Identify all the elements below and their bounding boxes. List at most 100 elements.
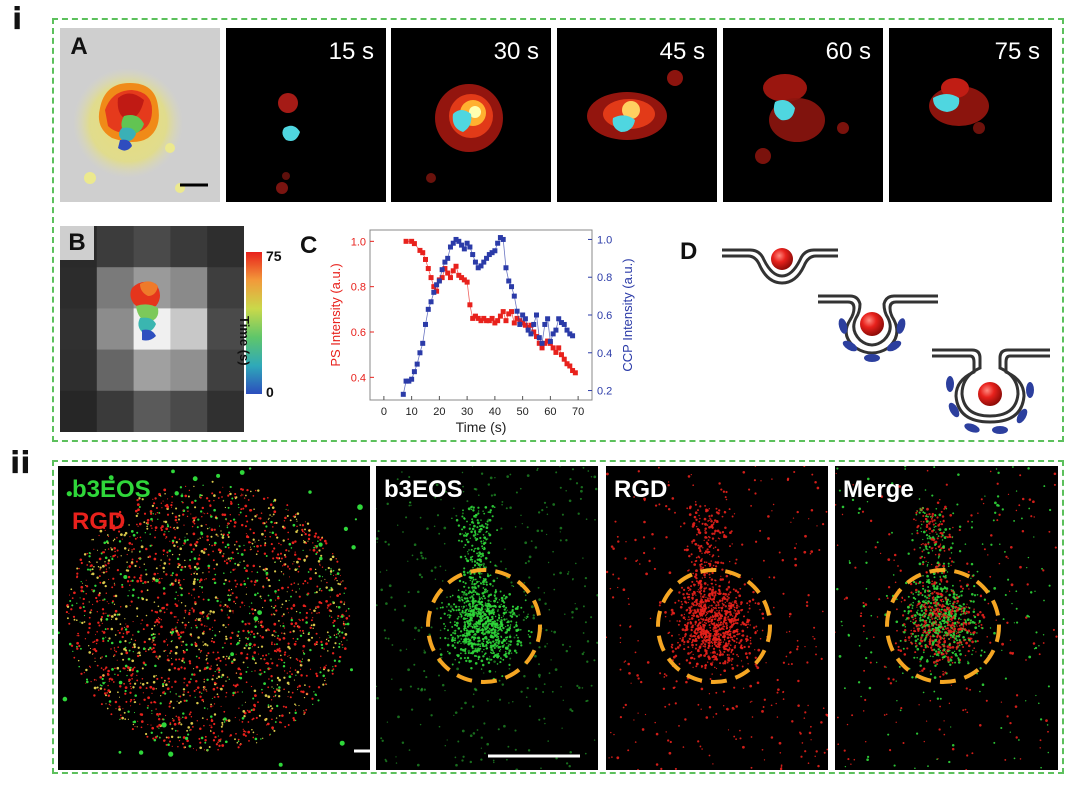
data-point [442, 259, 448, 265]
panel-a-letter: A [60, 28, 98, 66]
timelapse-frame-1: 15 s [226, 28, 386, 202]
data-point [417, 350, 423, 356]
panel-label: b3EOS [384, 476, 463, 503]
timelapse-image [929, 78, 989, 134]
timelapse-image [426, 84, 503, 183]
y-axis-label: PS Intensity (a.u.) [328, 263, 343, 366]
rgd-scatter-image [605, 465, 830, 771]
data-point [464, 279, 470, 285]
series-line [402, 236, 573, 395]
data-point [447, 275, 453, 281]
data-point [536, 335, 542, 341]
data-point [520, 320, 526, 326]
rgd-panel: RGD [605, 465, 830, 771]
chart-frame [369, 229, 593, 401]
heatmap-cell [207, 349, 245, 392]
timelapse-image [755, 74, 849, 164]
section-ii-label: ii [10, 446, 31, 481]
data-point [517, 318, 523, 324]
data-point [428, 275, 434, 281]
heatmap-cell [96, 267, 135, 309]
data-point [564, 361, 570, 367]
data-point [525, 327, 531, 333]
time-label: 45 s [659, 38, 705, 65]
data-point [561, 356, 567, 362]
data-point [423, 321, 428, 327]
data-point [475, 265, 481, 271]
panel-a-overview-image [73, 68, 208, 193]
data-point [461, 246, 467, 252]
data-point [564, 327, 570, 333]
data-point [561, 321, 567, 327]
data-point [536, 340, 542, 346]
data-point [497, 235, 503, 241]
heatmap-cell [170, 390, 208, 433]
data-point [414, 361, 420, 367]
data-point [495, 318, 501, 324]
data-point [406, 378, 412, 384]
overview-label-red: RGD [72, 508, 126, 535]
data-point [472, 259, 478, 265]
data-point [450, 240, 456, 246]
y2-tick-label: 1.0 [597, 234, 612, 246]
y-tick-label: 1.0 [351, 236, 366, 248]
time-label: 60 s [825, 38, 871, 65]
data-point [445, 270, 451, 276]
colorbar-max: 75 [266, 248, 282, 264]
data-point [470, 252, 476, 258]
heatmap-cell [170, 226, 208, 268]
data-point [425, 266, 431, 272]
data-point [439, 275, 445, 281]
data-point [453, 263, 459, 269]
data-point [434, 282, 440, 288]
data-point [400, 391, 406, 397]
data-point [470, 315, 476, 321]
heatmap-cell [60, 267, 98, 309]
data-point [511, 293, 517, 299]
data-point [411, 241, 417, 247]
data-point [500, 309, 506, 315]
data-point [556, 316, 562, 322]
data-point [550, 331, 556, 337]
timelapse-image [276, 93, 300, 194]
heatmap-cell [133, 349, 171, 392]
data-point [481, 315, 487, 321]
data-point [534, 312, 539, 318]
membrane-stage-3 [932, 348, 1050, 434]
data-point [525, 324, 531, 330]
heatmap-cell [96, 390, 135, 433]
data-point [531, 329, 537, 335]
y2-tick-label: 0.4 [597, 348, 612, 360]
merge-panel: Merge [834, 465, 1058, 771]
timelapse-frame-3: 45 s [557, 28, 717, 202]
heatmap-cell [96, 349, 135, 392]
data-point [542, 321, 548, 327]
data-point [514, 308, 520, 314]
colorbar-min: 0 [266, 384, 274, 400]
data-point [553, 349, 559, 355]
time-label: 75 s [994, 38, 1040, 65]
data-point [522, 316, 528, 322]
time-label: 30 s [493, 38, 539, 65]
heatmap-cell [207, 226, 245, 268]
timelapse-frame-4: 60 s [723, 28, 883, 202]
x-tick-label: 10 [406, 406, 418, 418]
x-tick-label: 30 [461, 406, 473, 418]
data-point [539, 340, 545, 346]
data-point [545, 316, 551, 322]
heatmap-cell [207, 267, 245, 309]
data-point [484, 255, 490, 261]
data-point [461, 277, 467, 283]
data-point [511, 320, 517, 326]
panel-label: RGD [614, 476, 668, 503]
data-point [528, 331, 534, 337]
x-axis-label: Time (s) [456, 419, 507, 435]
data-point [411, 369, 417, 375]
section-i-label: i [12, 2, 23, 37]
data-point [409, 238, 415, 244]
data-point [492, 248, 498, 254]
data-point [520, 312, 526, 318]
data-point [434, 288, 440, 294]
data-point [558, 320, 564, 326]
x-tick-label: 50 [517, 406, 529, 418]
